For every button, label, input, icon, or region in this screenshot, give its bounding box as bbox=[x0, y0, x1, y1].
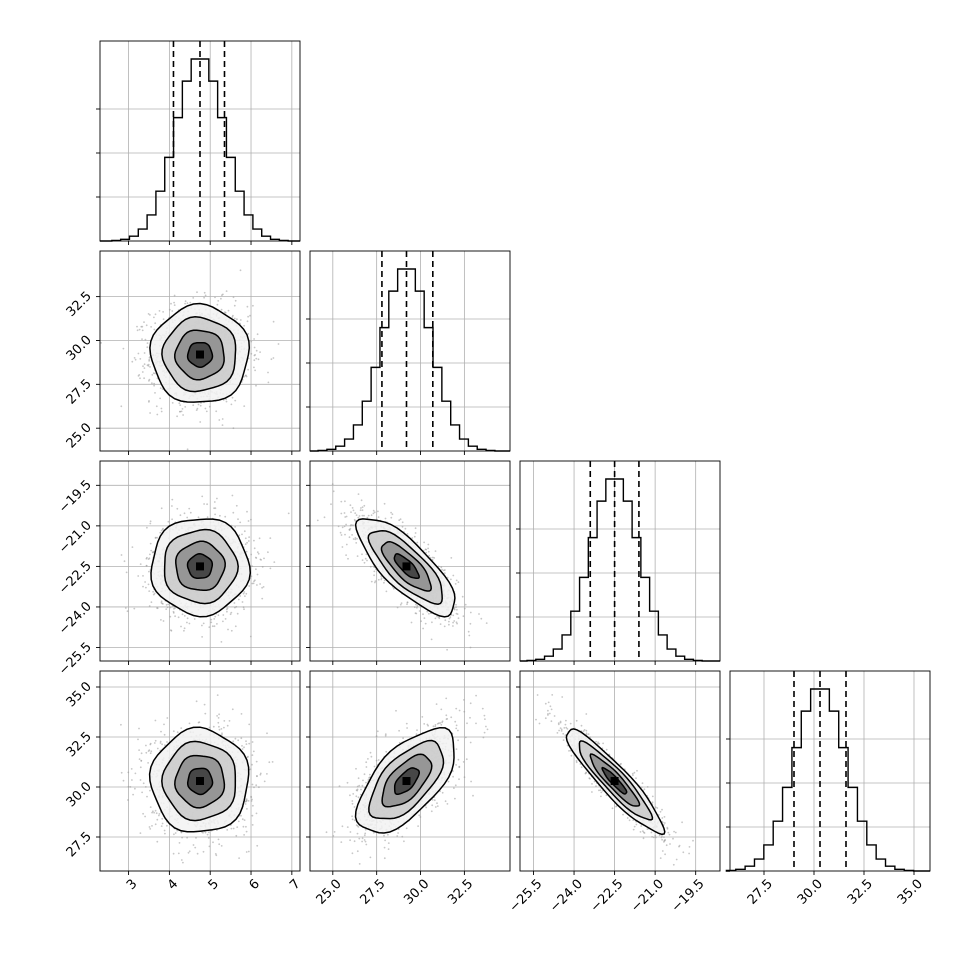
histogram-step bbox=[310, 268, 510, 452]
panel-frame bbox=[309, 670, 511, 872]
y-tick-label: 30.0 bbox=[64, 779, 95, 810]
contour-line-1 bbox=[175, 540, 226, 592]
panel-frame bbox=[99, 460, 301, 662]
density-peak bbox=[402, 777, 411, 785]
x-tick-label: −24.0 bbox=[547, 877, 586, 916]
density-peak bbox=[196, 350, 204, 359]
x-tick-label: 32.5 bbox=[445, 877, 476, 908]
panel-2-1 bbox=[306, 460, 511, 665]
x-tick-label: −22.5 bbox=[588, 877, 627, 916]
contour-line-1 bbox=[174, 754, 226, 809]
density-peak bbox=[402, 562, 411, 571]
panel-3-0: 3 4 5 6 7 27.5 30.0 32.5 35.0 bbox=[64, 670, 304, 893]
density-peak bbox=[196, 777, 204, 785]
y-tick-label: −25.5 bbox=[56, 640, 95, 679]
contour-line-2 bbox=[368, 739, 445, 820]
contour-line-2 bbox=[161, 316, 237, 393]
contour-line-0 bbox=[186, 767, 214, 796]
contour-line-2 bbox=[163, 528, 239, 605]
y-tick-label: 27.5 bbox=[64, 829, 95, 860]
contour-line-2 bbox=[367, 529, 443, 605]
x-tick-label: 30.0 bbox=[795, 877, 826, 908]
x-tick-label: 30.0 bbox=[401, 877, 432, 908]
contour-line-3 bbox=[565, 728, 666, 836]
x-tick-label: 4 bbox=[165, 877, 181, 893]
x-tick-label: 6 bbox=[246, 877, 262, 893]
y-tick-label: 35.0 bbox=[64, 679, 95, 710]
panel-frame bbox=[99, 250, 301, 452]
histogram-step bbox=[100, 58, 300, 242]
y-tick-label: 32.5 bbox=[64, 289, 95, 320]
x-tick-label: −25.5 bbox=[507, 877, 546, 916]
contour-line-3 bbox=[149, 302, 251, 403]
contour-line-0 bbox=[601, 766, 628, 795]
panel-3-3: 27.5 30.0 32.5 35.0 bbox=[725, 670, 931, 908]
x-tick-label: 3 bbox=[124, 877, 140, 893]
contour-line-0 bbox=[393, 553, 420, 580]
contour-line-3 bbox=[354, 518, 456, 618]
y-tick-label: 32.5 bbox=[64, 729, 95, 760]
y-tick-label: −19.5 bbox=[56, 478, 95, 517]
panel-3-1: 25.0 27.5 30.0 32.5 bbox=[306, 670, 511, 908]
x-tick-label: 32.5 bbox=[845, 877, 876, 908]
contour-line-0 bbox=[186, 553, 214, 579]
x-tick-label: 5 bbox=[206, 877, 222, 893]
contour-line-2 bbox=[161, 740, 237, 822]
histogram-step bbox=[725, 688, 930, 872]
panel-frame bbox=[729, 670, 931, 872]
contour-line-1 bbox=[381, 753, 433, 808]
y-tick-label: 25.0 bbox=[64, 420, 95, 451]
contour-line-3 bbox=[148, 726, 250, 833]
panel-frame bbox=[519, 670, 721, 872]
x-tick-label: 27.5 bbox=[745, 877, 776, 908]
panel-2-2 bbox=[516, 460, 721, 665]
contour-line-1 bbox=[589, 753, 641, 807]
contour-line-2 bbox=[578, 740, 654, 821]
x-tick-label: 35.0 bbox=[895, 877, 926, 908]
contour-line-0 bbox=[186, 341, 214, 369]
contour-line-0 bbox=[393, 767, 420, 796]
panel-3-2: −25.5 −24.0 −22.5 −21.0 −19.5 bbox=[507, 670, 721, 916]
panel-frame bbox=[309, 460, 511, 662]
x-tick-label: 27.5 bbox=[357, 877, 388, 908]
panel-0-0 bbox=[96, 40, 301, 245]
x-tick-label: 7 bbox=[287, 877, 303, 893]
x-tick-label: −19.5 bbox=[669, 877, 708, 916]
panel-frame bbox=[99, 670, 301, 872]
contour-line-3 bbox=[354, 726, 455, 834]
x-tick-label: −21.0 bbox=[628, 877, 667, 916]
panel-frame bbox=[309, 250, 511, 452]
y-tick-label: −24.0 bbox=[56, 599, 95, 638]
panel-frame bbox=[519, 460, 721, 662]
panel-1-0: 25.0 27.5 30.0 32.5 bbox=[64, 250, 301, 455]
panel-frame bbox=[99, 40, 301, 242]
density-peak bbox=[610, 777, 619, 785]
y-tick-label: −22.5 bbox=[56, 559, 95, 598]
density-peak bbox=[196, 562, 204, 571]
contour-line-1 bbox=[174, 329, 225, 381]
histogram-step bbox=[520, 478, 720, 662]
panel-2-0: −25.5−24.0−22.5−21.0−19.5 bbox=[56, 460, 301, 679]
contour-line-3 bbox=[150, 518, 252, 618]
x-tick-label: 25.0 bbox=[314, 877, 345, 908]
y-tick-label: 27.5 bbox=[64, 377, 95, 408]
y-tick-label: 30.0 bbox=[64, 333, 95, 364]
panel-1-1 bbox=[306, 250, 511, 455]
y-tick-label: −21.0 bbox=[56, 518, 95, 557]
contour-line-1 bbox=[380, 540, 432, 592]
